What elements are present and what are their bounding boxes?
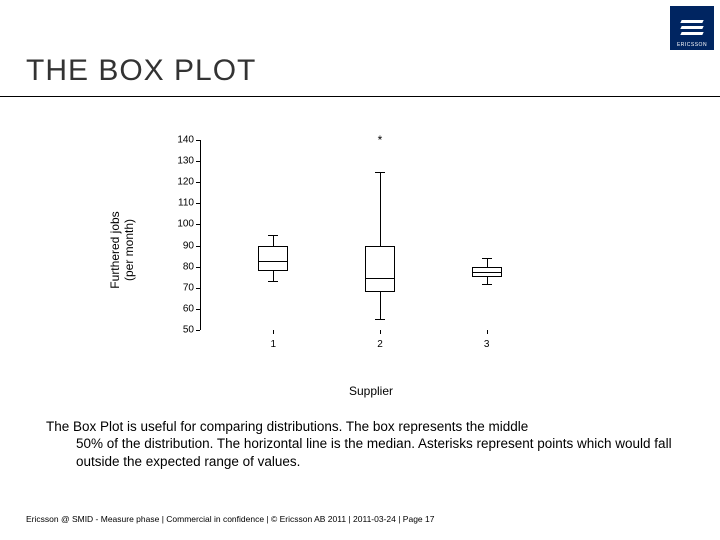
whisker xyxy=(487,258,488,266)
y-axis-line xyxy=(200,140,201,330)
title-rule xyxy=(0,96,720,97)
x-tick-label: 2 xyxy=(377,339,383,350)
box xyxy=(258,246,288,271)
y-tick-label: 140 xyxy=(164,135,194,146)
page-title: THE BOX PLOT xyxy=(26,54,256,88)
y-tick-label: 50 xyxy=(164,325,194,336)
brand-name: ERICSSON xyxy=(670,42,714,48)
y-tick xyxy=(196,267,200,268)
description-text: The Box Plot is useful for comparing dis… xyxy=(46,418,680,470)
y-axis-label-line1: Furthered jobs xyxy=(108,211,122,288)
y-tick xyxy=(196,330,200,331)
whisker xyxy=(380,172,381,246)
footer-text: Ericsson @ SMID - Measure phase | Commer… xyxy=(26,514,434,524)
y-tick xyxy=(196,203,200,204)
outlier-marker: * xyxy=(378,134,383,146)
x-tick-label: 1 xyxy=(271,339,277,350)
x-tick xyxy=(487,330,488,334)
logo-stripes-icon xyxy=(681,17,703,39)
y-tick xyxy=(196,246,200,247)
whisker xyxy=(273,235,274,246)
y-tick-label: 120 xyxy=(164,177,194,188)
median-line xyxy=(473,272,501,273)
y-tick xyxy=(196,224,200,225)
whisker-cap xyxy=(482,258,492,259)
whisker-cap xyxy=(375,172,385,173)
y-tick xyxy=(196,182,200,183)
y-tick xyxy=(196,288,200,289)
y-tick xyxy=(196,140,200,141)
whisker-cap xyxy=(482,284,492,285)
y-tick-label: 110 xyxy=(164,198,194,209)
box xyxy=(365,246,395,292)
whisker-cap xyxy=(375,319,385,320)
y-tick-label: 100 xyxy=(164,219,194,230)
y-axis-label-line2: (per month) xyxy=(122,219,136,281)
y-tick-label: 60 xyxy=(164,303,194,314)
y-tick-label: 80 xyxy=(164,261,194,272)
whisker xyxy=(380,292,381,319)
y-tick-label: 70 xyxy=(164,282,194,293)
x-tick xyxy=(273,330,274,334)
x-tick-label: 3 xyxy=(484,339,490,350)
whisker-cap xyxy=(268,281,278,282)
y-tick-label: 130 xyxy=(164,156,194,167)
median-line xyxy=(366,278,394,279)
y-tick xyxy=(196,309,200,310)
brand-logo: ERICSSON xyxy=(670,6,714,50)
plot-area: 5060708090100110120130140123* xyxy=(200,140,540,330)
y-tick xyxy=(196,161,200,162)
x-tick xyxy=(380,330,381,334)
x-axis-label: Supplier xyxy=(349,384,393,398)
box xyxy=(472,267,502,278)
y-axis-label: Furthered jobs (per month) xyxy=(108,211,136,288)
whisker-cap xyxy=(268,235,278,236)
y-tick-label: 90 xyxy=(164,240,194,251)
boxplot-chart: Furthered jobs (per month) 5060708090100… xyxy=(140,140,560,360)
whisker xyxy=(273,271,274,282)
median-line xyxy=(259,261,287,262)
